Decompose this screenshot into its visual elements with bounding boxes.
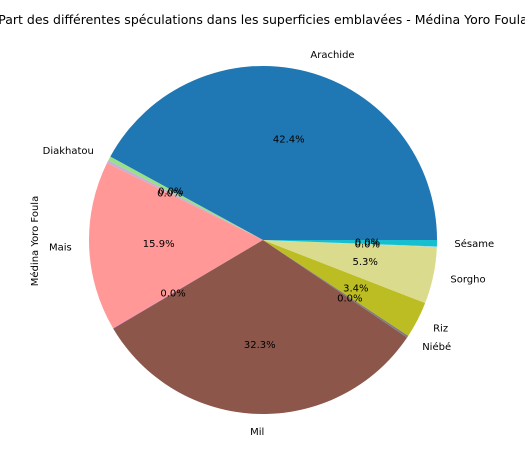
- category-label-sorgho: Sorgho: [450, 275, 485, 286]
- category-label-niebe: Niébé: [422, 341, 451, 353]
- category-label-arachide: Arachide: [310, 50, 354, 61]
- category-label-riz: Riz: [433, 323, 448, 334]
- chart-title: Part des différentes spéculations dans l…: [0, 12, 525, 27]
- pie-slices: [89, 66, 437, 414]
- category-label-mais: Mais: [49, 242, 72, 253]
- pct-label-4: 0.0%: [160, 289, 185, 300]
- category-label-sesame: Sésame: [454, 238, 494, 250]
- pct-label-3: 15.9%: [143, 239, 175, 250]
- category-label-mil: Mil: [250, 427, 264, 438]
- pct-label-10: 0.0%: [355, 238, 380, 249]
- pct-label-2: 0.0%: [157, 189, 182, 200]
- pct-label-0: 42.4%: [273, 134, 305, 145]
- y-axis-label: Médina Yoro Foula: [29, 196, 41, 286]
- category-label-diakhatou: Diakhatou: [43, 146, 94, 157]
- pct-label-7: 3.4%: [343, 283, 368, 294]
- pct-label-6: 0.0%: [337, 294, 362, 305]
- pct-label-8: 5.3%: [352, 257, 377, 268]
- pct-label-5: 32.3%: [244, 340, 276, 351]
